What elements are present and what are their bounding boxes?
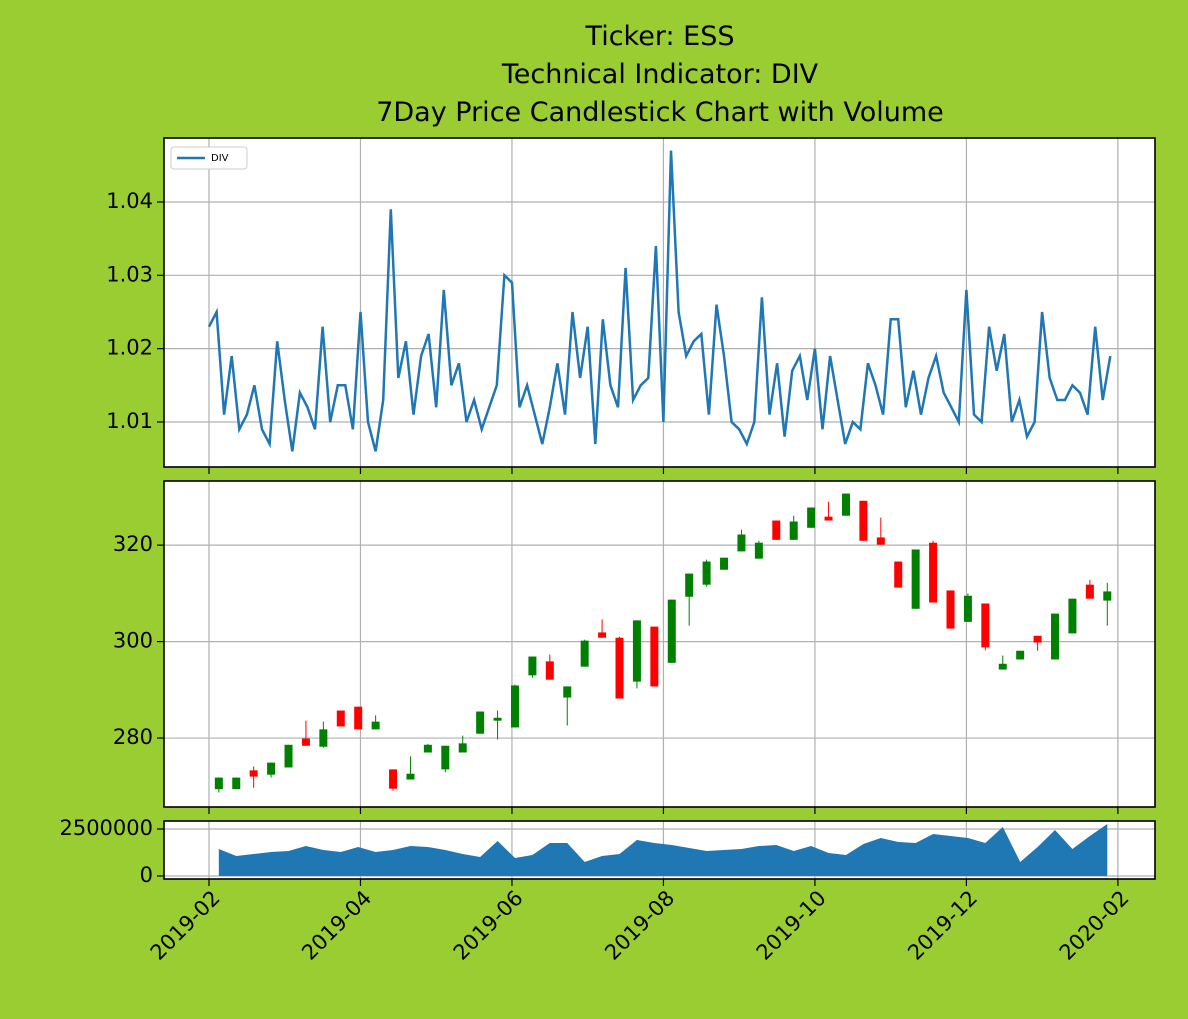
x-tick-label: 2019-12 <box>903 886 982 965</box>
legend-label: DIV <box>211 153 229 164</box>
candle-body <box>859 500 868 541</box>
candle-body <box>685 573 694 597</box>
candle-body <box>720 557 729 570</box>
candle-body <box>510 685 519 728</box>
candle-body <box>493 717 502 721</box>
x-tick-label: 2020-02 <box>1055 886 1134 965</box>
candle-body <box>389 769 398 789</box>
candle-body <box>911 549 920 609</box>
candle-body <box>929 542 938 603</box>
y-tick-label: 1.02 <box>106 336 153 360</box>
plot-content <box>164 138 1155 467</box>
candle-body <box>807 507 816 528</box>
candle-body <box>284 744 293 768</box>
candle-body <box>476 711 485 734</box>
candle-body <box>545 661 554 680</box>
y-tick-label: 320 <box>113 532 153 556</box>
candle-body <box>528 656 537 676</box>
candle-body <box>1016 650 1025 660</box>
candle-body <box>301 738 310 746</box>
candle-body <box>702 561 711 585</box>
candle-body <box>354 706 363 730</box>
candle-body <box>1085 584 1094 599</box>
candle-body <box>371 721 380 730</box>
candle-body <box>981 603 990 648</box>
y-tick-label: 280 <box>113 725 153 749</box>
data-line <box>207 150 1112 452</box>
x-tick-label: 2019-02 <box>146 886 225 965</box>
candle-body <box>876 537 885 545</box>
candle-body <box>441 745 450 770</box>
x-tick-label: 2019-10 <box>752 886 831 965</box>
y-tick-label: 1.03 <box>106 262 153 286</box>
plot-content <box>164 821 1155 879</box>
x-tick-label: 2019-04 <box>297 886 376 965</box>
candle-body <box>650 626 659 687</box>
candle-body <box>1103 591 1112 601</box>
candle-body <box>1033 635 1042 643</box>
plot-border <box>163 480 1156 808</box>
plot-area <box>164 481 1155 807</box>
candle-body <box>406 773 415 780</box>
y-tick-label: 1.04 <box>106 189 153 213</box>
candle-body <box>580 640 589 667</box>
legend-box <box>170 146 248 170</box>
candle-body <box>946 590 955 629</box>
candle-body <box>267 762 276 775</box>
y-tick-label: 2500000 <box>59 816 153 840</box>
candle-body <box>336 710 345 727</box>
candle-body <box>563 686 572 698</box>
candle-body <box>632 620 641 682</box>
candle-body <box>1068 598 1077 634</box>
candle-body <box>772 520 781 540</box>
candle-body <box>789 521 798 540</box>
plot-border <box>163 820 1156 880</box>
candle-body <box>232 777 241 790</box>
x-tick-label: 2019-08 <box>600 886 679 965</box>
candle-body <box>319 729 328 747</box>
candle-body <box>667 599 676 663</box>
plot-border <box>163 137 1156 468</box>
candle-body <box>615 637 624 699</box>
x-tick-label: 2019-06 <box>449 886 528 965</box>
chart-title: 7Day Price Candlestick Chart with Volume <box>376 97 944 128</box>
candle-body <box>1051 613 1060 660</box>
chart-title: Ticker: ESS <box>585 21 735 52</box>
y-tick-label: 1.01 <box>106 409 153 433</box>
candle-body <box>963 595 972 622</box>
volume-area <box>218 824 1108 876</box>
candle-body <box>824 516 833 521</box>
y-tick-label: 300 <box>113 629 153 653</box>
candle-body <box>423 744 432 753</box>
candle-body <box>458 743 467 753</box>
candle-body <box>598 632 607 638</box>
candle-body <box>894 561 903 588</box>
candle-body <box>998 663 1007 670</box>
candle-body <box>214 777 223 790</box>
candle-body <box>737 534 746 552</box>
plot-content <box>164 481 1155 807</box>
candle-body <box>754 542 763 559</box>
candle-body <box>249 770 258 777</box>
candle-body <box>841 493 850 516</box>
chart-title: Technical Indicator: DIV <box>501 59 819 90</box>
y-tick-label: 0 <box>140 863 153 887</box>
